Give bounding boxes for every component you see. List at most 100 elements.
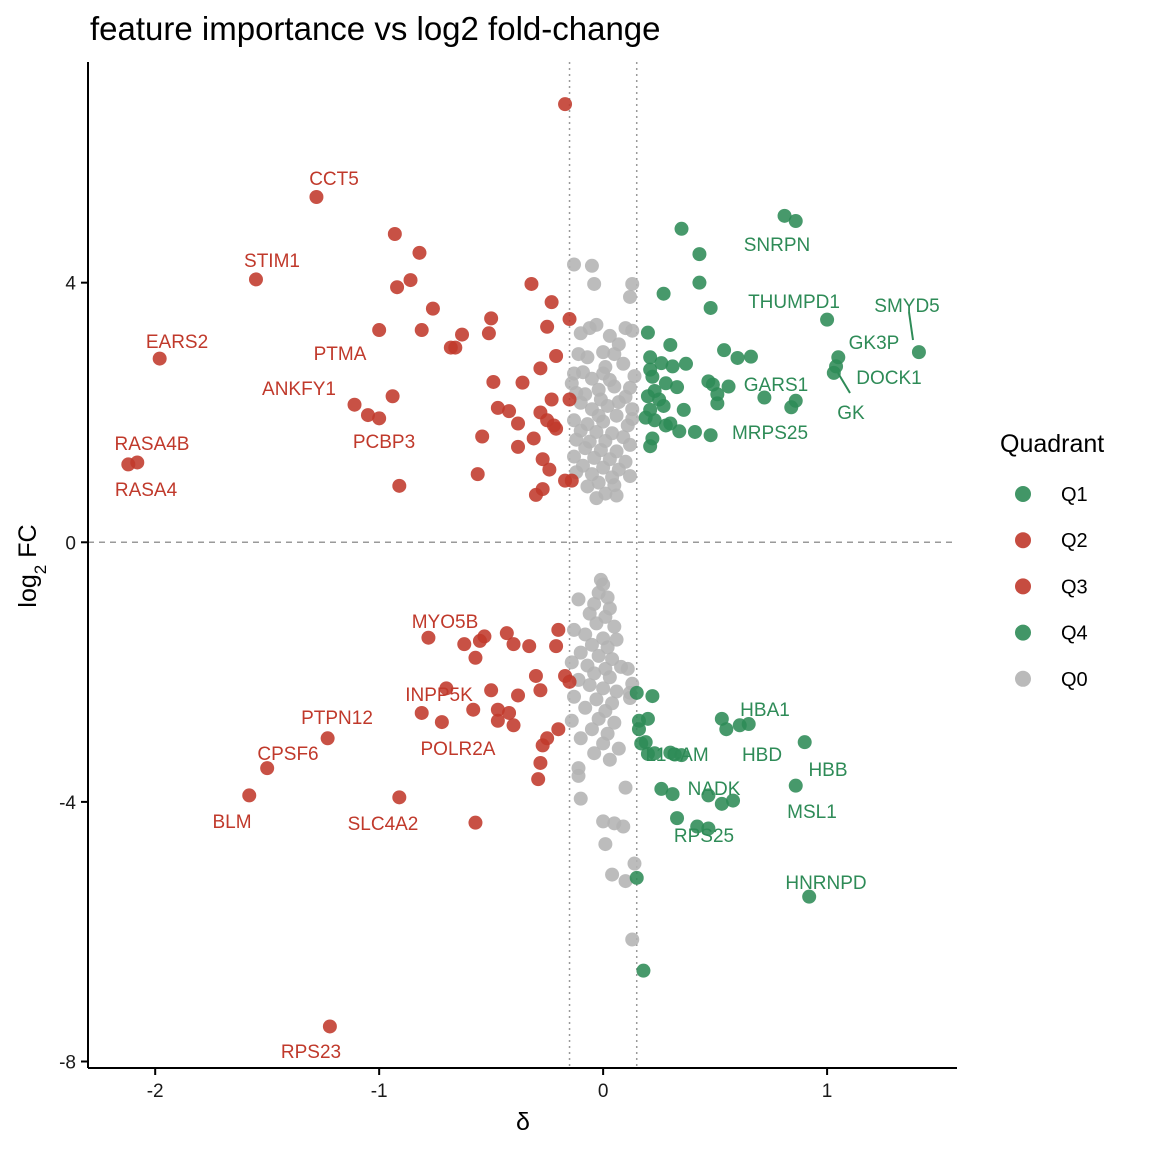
data-point-q0 — [609, 684, 624, 699]
data-point-q4 — [634, 736, 649, 751]
data-point-q0 — [591, 408, 606, 423]
data-point-q1 — [676, 402, 691, 417]
data-point-q0 — [596, 366, 611, 381]
data-point-q0 — [611, 395, 626, 410]
data-point-q3 — [490, 713, 505, 728]
data-point-q0 — [607, 347, 622, 362]
point-label: PTPN12 — [301, 708, 373, 729]
data-point-q0 — [627, 369, 642, 384]
data-point-q0 — [589, 424, 604, 439]
data-point-q0 — [567, 413, 582, 428]
data-point-q0 — [591, 475, 606, 490]
data-point-q0 — [584, 722, 599, 737]
data-point-q0 — [571, 768, 586, 783]
data-point-q1 — [692, 247, 707, 262]
point-label: CPSF6 — [257, 744, 318, 765]
data-point-q2 — [414, 323, 429, 338]
data-point-q1 — [658, 376, 673, 391]
data-point-q1 — [640, 389, 655, 404]
data-point-q0 — [587, 450, 602, 465]
x-tick-label: 0 — [598, 1081, 609, 1102]
point-label: GK — [837, 403, 865, 424]
data-point-q0 — [578, 441, 593, 456]
data-point-q2 — [470, 467, 485, 482]
data-point-q2 — [490, 400, 505, 415]
data-point-q3 — [528, 668, 543, 683]
x-axis-ticks: -2 -1 0 1 — [147, 1068, 832, 1102]
data-point-q2 — [455, 327, 470, 342]
data-point-q0 — [618, 780, 633, 795]
data-point-q2 — [549, 349, 564, 364]
data-point-q3 — [551, 722, 566, 737]
data-point-q0 — [578, 700, 593, 715]
data-point-q0 — [609, 488, 624, 503]
data-point-q0 — [584, 258, 599, 273]
data-point-q3 — [414, 705, 429, 720]
data-point-q1 — [678, 356, 693, 371]
data-point-q0 — [623, 289, 638, 304]
data-point-q2 — [544, 392, 559, 407]
data-point-q0 — [600, 590, 615, 605]
data-point-q2 — [528, 487, 543, 502]
data-point-q4 — [788, 778, 803, 793]
data-point-q0 — [589, 692, 604, 707]
point-label: RPS25 — [674, 826, 734, 847]
data-point-q3 — [439, 681, 454, 696]
legend: Quadrant Q1 Q2 Q3 Q4 Q0 — [1000, 430, 1104, 691]
data-point-q2 — [562, 312, 577, 327]
data-point-q0 — [620, 418, 635, 433]
data-point-q2 — [152, 351, 167, 366]
data-point-q1 — [820, 312, 835, 327]
data-point-q0 — [620, 661, 635, 676]
data-point-q2 — [385, 389, 400, 404]
data-point-q3 — [457, 637, 472, 652]
data-point-q4 — [631, 722, 646, 737]
data-point-q2 — [392, 478, 407, 493]
data-point-q3 — [549, 639, 564, 654]
data-point-q2 — [372, 323, 387, 338]
data-point-q3 — [551, 622, 566, 637]
data-point-q4 — [629, 870, 644, 885]
data-point-q3 — [484, 683, 499, 698]
data-point-q1 — [645, 369, 660, 384]
point-label: L1CAM — [645, 745, 708, 766]
data-point-q0 — [567, 257, 582, 272]
data-point-q1 — [692, 275, 707, 290]
data-point-q2 — [558, 97, 573, 112]
data-point-q0 — [578, 627, 593, 642]
data-point-q4 — [797, 735, 812, 750]
data-point-q4 — [647, 746, 662, 761]
point-label: PCBP3 — [353, 432, 415, 453]
data-point-q1 — [777, 208, 792, 223]
data-point-q0 — [607, 715, 622, 730]
data-point-q3 — [472, 633, 487, 648]
data-point-q0 — [582, 678, 597, 693]
x-tick-label: -1 — [371, 1081, 388, 1102]
data-point-q1 — [826, 365, 841, 380]
data-point-q0 — [591, 648, 606, 663]
point-label: MYO5B — [412, 612, 479, 633]
data-point-q3 — [320, 731, 335, 746]
data-point-q3 — [322, 1019, 337, 1034]
point-label: SNRPN — [744, 235, 811, 256]
data-point-q2 — [544, 295, 559, 310]
data-point-q2 — [448, 340, 463, 355]
data-point-q4 — [719, 722, 734, 737]
data-point-q0 — [567, 622, 582, 637]
data-point-q1 — [654, 356, 669, 371]
data-point-q0 — [607, 379, 622, 394]
data-point-q2 — [515, 375, 530, 390]
y-tick-label: 4 — [65, 274, 76, 295]
data-point-q2 — [390, 280, 405, 295]
legend-key-q2 — [1015, 532, 1031, 549]
data-point-q1 — [911, 345, 926, 360]
reference-lines — [88, 62, 957, 1068]
point-label: HBB — [808, 760, 847, 781]
point-label: PTMA — [314, 344, 367, 365]
data-point-q1 — [670, 380, 685, 395]
point-label: STIM1 — [244, 251, 300, 272]
data-point-q4 — [726, 793, 741, 808]
data-point-q0 — [582, 606, 597, 621]
x-tick-label: -2 — [147, 1081, 164, 1102]
data-point-q0 — [602, 670, 617, 685]
